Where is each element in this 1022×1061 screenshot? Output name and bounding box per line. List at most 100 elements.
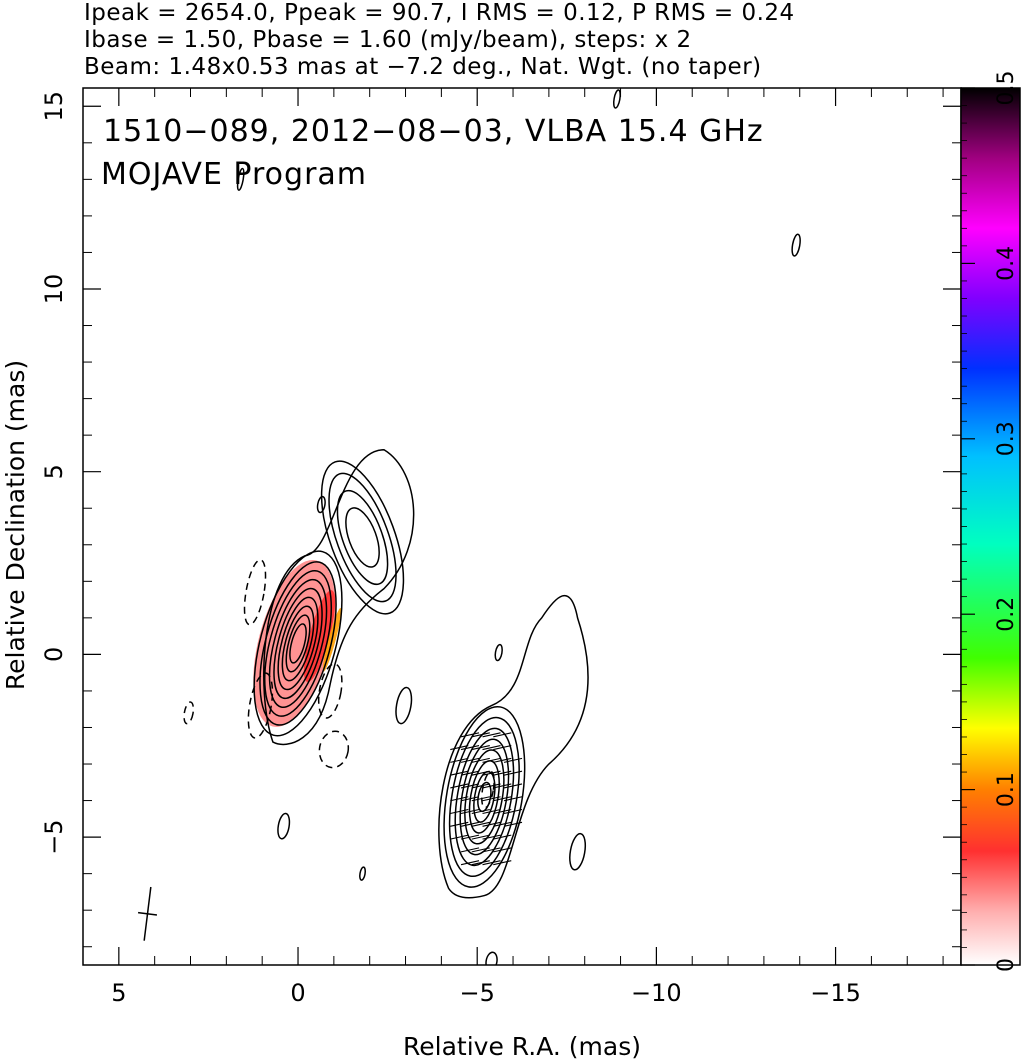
evpa-vector [450,745,469,751]
y-tick-label: 10 [40,274,68,305]
evpa-vector [450,821,469,827]
evpa-vector [493,796,512,802]
evpa-vector [460,770,480,776]
evpa-vector [450,770,469,776]
colorbar-ticks: 0 0.1 0.2 0.3 0.4 0.5 [961,71,1019,972]
evpa-vector [460,834,480,840]
evpa-vector [493,757,512,763]
evpa-vector [493,821,512,827]
y-tick-label: 15 [40,91,68,122]
southern-component-contour [464,749,505,845]
noise-contour [277,812,291,840]
evpa-vector [471,796,490,802]
x-axis-ticks: 5 0 −5 −10 −15 [111,88,944,1007]
colorbar-tick-label: 0.1 [994,772,1019,807]
evpa-vector [503,783,523,789]
y-tick-label: 0 [40,647,68,662]
jet-knot-ne-contour [320,460,405,615]
negative-contours [183,559,495,809]
evpa-vector [493,847,512,853]
southern-component-contour [448,716,520,878]
evpa-vector [503,770,523,776]
core-contour [289,623,307,664]
evpa-vector [482,732,501,738]
y-axis-label: Relative Declination (mas) [1,360,30,690]
noise-contour [395,686,413,725]
noise-contour [569,832,587,871]
beam-minor-axis [137,911,158,916]
plot-area [137,89,801,965]
evpa-vector [471,821,490,827]
core-contour [281,605,315,682]
noise-contour [791,233,801,257]
core-contour [285,614,311,673]
evpa-vector [450,796,469,802]
evpa-vector [493,770,512,776]
y-tick-label: 5 [40,464,68,479]
evpa-vector [493,732,512,738]
evpa-vector [460,821,480,827]
evpa-vector [503,757,523,763]
core-contour [277,596,319,691]
colorbar-tick-label: 0.2 [994,597,1019,632]
colorbar [960,87,1021,966]
plot-header: Ipeak = 2654.0, Ppeak = 90.7, I RMS = 0.… [84,0,795,81]
evpa-vector [503,808,523,815]
negative-contour [243,559,267,626]
y-tick-label: −5 [40,819,68,854]
x-tick-label: −15 [810,979,861,1007]
colorbar-tick-label: 0 [994,958,1019,972]
evpa-vector [482,808,501,815]
evpa-vector [482,821,501,827]
noise-contour [485,951,498,965]
evpa-vector [460,808,480,815]
plot-frame [82,87,962,966]
evpa-vector [482,834,501,840]
evpa-vector [471,783,490,789]
core-contour [268,578,328,709]
polarization-color-overlay [253,559,342,727]
evpa-vector [482,745,501,751]
header-peak-line: Ipeak = 2654.0, Ppeak = 90.7, I RMS = 0.… [84,0,795,26]
evpa-vector [493,745,512,751]
jet-knot-ne-contour [328,472,397,603]
evpa-vector [460,745,480,751]
evpa-vector [493,808,512,815]
evpa-vector [503,796,523,802]
evpa-vector [482,770,501,776]
diffuse-extension-contour [438,595,589,899]
negative-contour [481,770,495,809]
beam-cross [137,886,158,941]
evpa-vector [450,783,469,789]
evpa-vector [503,821,523,827]
evpa-vector [460,783,480,789]
noise-contours [236,89,801,965]
evpa-vector [450,808,469,815]
evpa-vector [471,770,490,776]
evpa-vector [482,796,501,802]
evpa-vector [471,757,490,763]
evpa-vector [482,860,501,866]
evpa-vector [460,732,480,738]
evpa-vector [460,860,480,866]
evpa-vector [460,796,480,802]
header-beam-line: Beam: 1.48x0.53 mas at −7.2 deg., Nat. W… [84,54,762,80]
colorbar-tick-label: 0.3 [994,421,1019,456]
colorbar-tick-label: 0.5 [994,71,1019,106]
evpa-vector [450,834,469,840]
evpa-vector [450,757,469,763]
evpa-vector [471,860,490,866]
evpa-vector [482,783,501,789]
evpa-vector [493,783,512,789]
noise-contour [236,167,245,191]
chart-subtitle: MOJAVE Program [101,157,367,192]
polarization-vectors [450,732,523,866]
negative-contour [183,701,195,725]
x-tick-label: 0 [290,979,305,1007]
jet-knot-ne-contour [345,507,380,568]
header-base-line: Ibase = 1.50, Pbase = 1.60 (mJy/beam), s… [84,27,692,53]
jet-knot-ne-contour [336,489,389,586]
y-axis-ticks: −5 0 5 10 15 [40,91,961,948]
evpa-vector [471,847,490,853]
